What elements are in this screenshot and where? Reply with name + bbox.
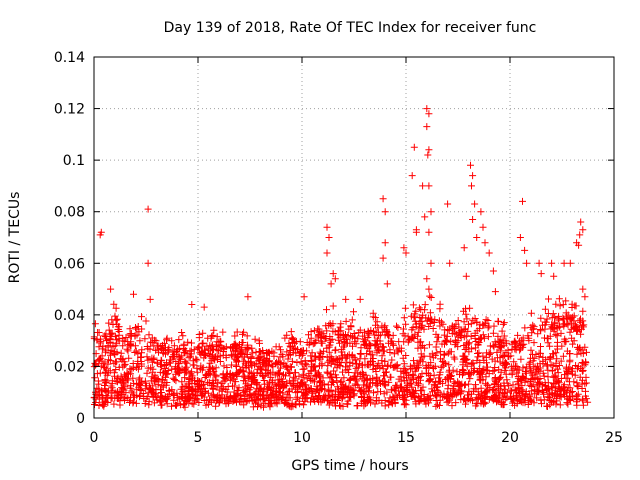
x-tick-label: 20 — [501, 430, 519, 446]
y-tick-label: 0.14 — [54, 50, 85, 66]
plot-frame — [93, 56, 615, 419]
y-tick-label: 0.02 — [54, 359, 85, 375]
y-tick-label: 0 — [76, 411, 85, 427]
y-tick-label: 0.08 — [54, 205, 85, 221]
axis-ticks: 0 0.02 0.04 0.06 0.08 0.1 0.12 0.14 0 5 10 15 20 25 — [54, 50, 623, 446]
x-tick-label: 0 — [90, 430, 99, 446]
x-tick-label: 10 — [293, 430, 311, 446]
y-tick-label: 0.04 — [54, 308, 85, 324]
x-tick-label: 25 — [605, 430, 623, 446]
data-point-markers — [90, 105, 592, 411]
x-axis-label: GPS time / hours — [291, 458, 408, 474]
data-points — [90, 105, 592, 411]
y-tick-label: 0.06 — [54, 256, 85, 272]
x-tick-label: 15 — [397, 430, 415, 446]
x-tick-label: 5 — [194, 430, 203, 446]
y-axis-label: ROTI / TECUs — [7, 192, 23, 284]
y-tick-label: 0.12 — [54, 102, 85, 118]
y-tick-label: 0.1 — [63, 153, 85, 169]
chart-title: Day 139 of 2018, Rate Of TEC Index for r… — [164, 20, 537, 36]
